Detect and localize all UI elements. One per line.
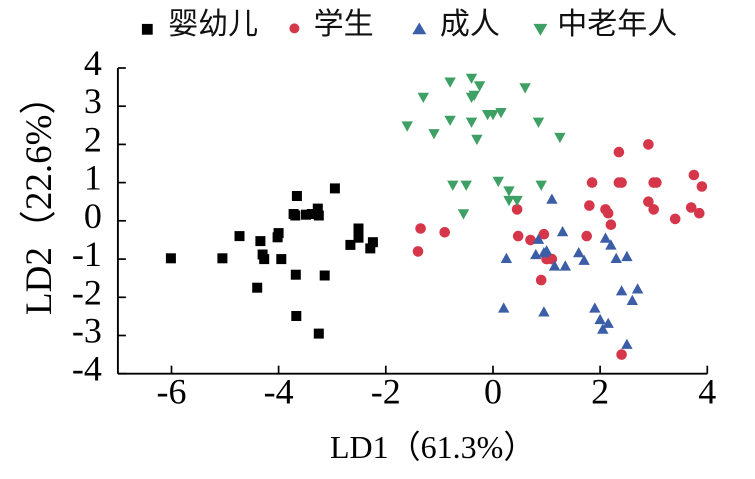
svg-text:-2: -2 [72, 272, 102, 312]
svg-text:-6: -6 [157, 372, 187, 412]
svg-text:-1: -1 [72, 234, 102, 274]
svg-text:-3: -3 [72, 311, 102, 351]
svg-text:3: 3 [84, 81, 102, 121]
svg-text:4: 4 [698, 372, 716, 412]
svg-text:-2: -2 [371, 372, 401, 412]
svg-text:2: 2 [84, 119, 102, 159]
svg-text:0: 0 [84, 196, 102, 236]
svg-text:-4: -4 [264, 372, 294, 412]
svg-text:0: 0 [484, 372, 502, 412]
svg-text:-4: -4 [72, 349, 102, 389]
svg-text:2: 2 [591, 372, 609, 412]
svg-text:1: 1 [84, 158, 102, 198]
